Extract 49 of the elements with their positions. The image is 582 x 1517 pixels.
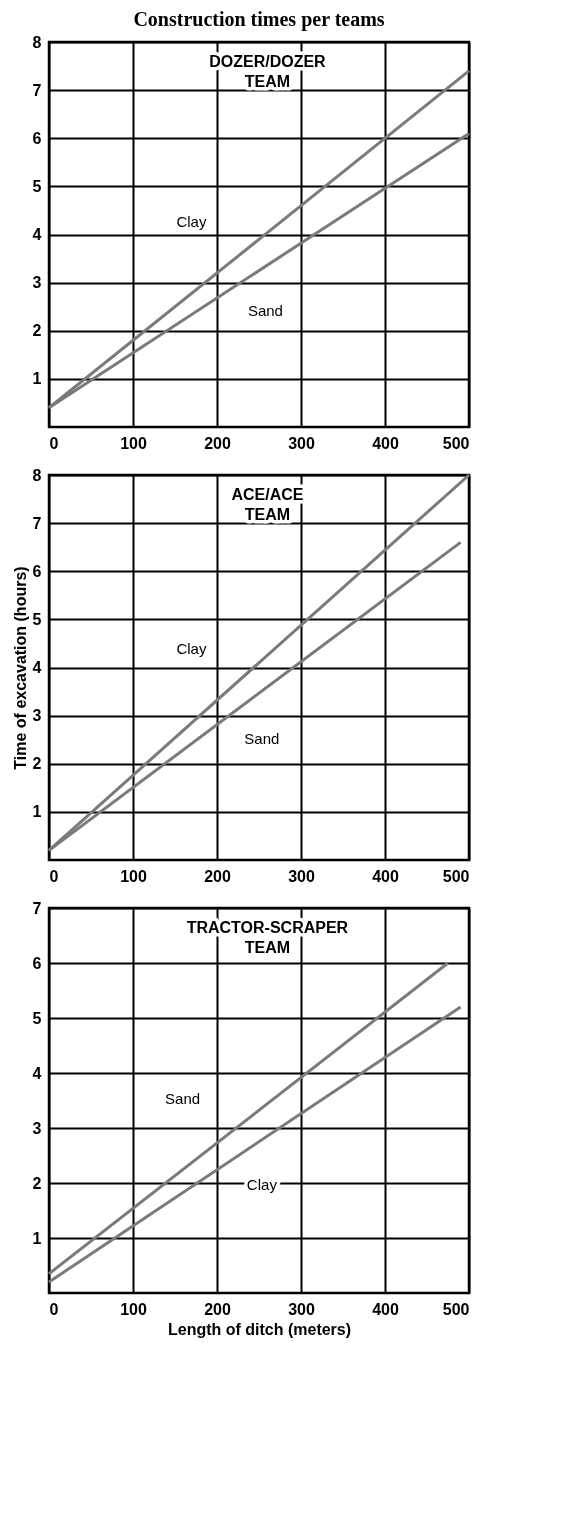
x-tick-label: 0 bbox=[49, 434, 59, 452]
y-tick-label: 5 bbox=[32, 610, 42, 628]
y-tick-label: 7 bbox=[32, 81, 42, 99]
x-tick-label: 100 bbox=[120, 434, 147, 452]
x-tick-label: 500 bbox=[442, 867, 470, 885]
y-tick-label: 4 bbox=[32, 226, 42, 243]
y-tick-label: 7 bbox=[32, 514, 42, 532]
y-tick-label: 4 bbox=[32, 659, 42, 676]
y-tick-label: 1 bbox=[32, 803, 42, 821]
text: Clay bbox=[176, 639, 207, 657]
y-tick-label: 7 bbox=[32, 899, 42, 917]
series-label: Sand bbox=[244, 730, 280, 748]
y-tick-label: 5 bbox=[32, 1009, 42, 1027]
y-tick-label: 6 bbox=[32, 562, 42, 580]
y-tick-label: 6 bbox=[32, 129, 42, 147]
x-tick-label: 0 bbox=[49, 1300, 59, 1318]
y-axis-title: Time of excavation (hours) bbox=[11, 566, 29, 770]
y-tick-label: 8 bbox=[32, 33, 42, 51]
x-tick-label: 200 bbox=[204, 867, 231, 885]
x-tick-label: 300 bbox=[288, 1300, 315, 1318]
y-tick-label: 5 bbox=[32, 177, 42, 195]
y-tick-label: 3 bbox=[32, 707, 42, 725]
x-tick-label: 500 bbox=[442, 434, 470, 452]
y-tick-label: 1 bbox=[32, 1229, 42, 1247]
y-tick-label: 3 bbox=[32, 274, 42, 292]
x-tick-label: 100 bbox=[120, 867, 147, 885]
y-tick-label: 4 bbox=[32, 1064, 42, 1082]
x-tick-label: 400 bbox=[372, 1300, 399, 1318]
y-tick-label: 3 bbox=[32, 1119, 42, 1137]
x-tick-label: 0 bbox=[49, 867, 59, 885]
x-tick-label: 400 bbox=[372, 434, 399, 452]
x-axis-title: Length of ditch (meters) bbox=[167, 1320, 352, 1338]
x-tick-label: 200 bbox=[204, 1300, 231, 1318]
y-tick-label: 2 bbox=[32, 322, 42, 340]
text: Clay bbox=[176, 213, 207, 231]
x-tick-label: 300 bbox=[288, 434, 315, 452]
chart-title: Construction times per teams bbox=[133, 8, 385, 31]
y-tick-label: 6 bbox=[32, 954, 42, 972]
series-label: Sand bbox=[247, 301, 283, 319]
x-tick-label: 100 bbox=[120, 1300, 147, 1318]
x-tick-label: 200 bbox=[204, 434, 231, 452]
y-tick-label: 8 bbox=[32, 466, 42, 484]
x-tick-label: 300 bbox=[288, 867, 315, 885]
x-tick-label: 400 bbox=[372, 867, 399, 885]
text: Sand bbox=[165, 1090, 201, 1108]
y-tick-label: 1 bbox=[32, 370, 42, 388]
y-tick-label: 2 bbox=[32, 1174, 42, 1192]
x-tick-label: 500 bbox=[442, 1300, 470, 1318]
y-tick-label: 2 bbox=[32, 755, 42, 773]
